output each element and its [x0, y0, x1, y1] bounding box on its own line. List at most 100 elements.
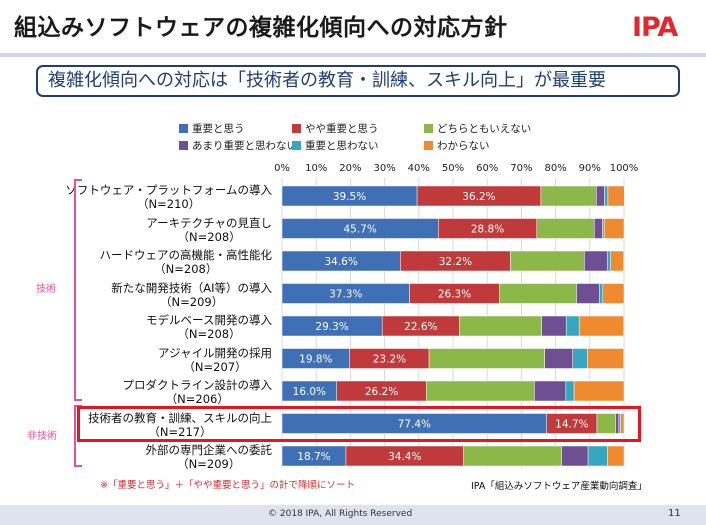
page-number: 11 [668, 508, 681, 519]
bar-segment [281, 380, 337, 402]
bar-segment [603, 218, 625, 239]
copyright: © 2018 IPA, All Rights Reserved [268, 509, 413, 519]
x-tick-label: 70% [510, 163, 532, 174]
data-label: 18.7% [297, 451, 330, 463]
category-label: 新たな開発技術（AI等）の導入 （N=209） [111, 281, 272, 309]
data-label: 26.2% [365, 386, 398, 398]
x-tick-label: 50% [442, 163, 464, 174]
category-n: （N=208） [177, 229, 241, 244]
legend-swatch [424, 141, 433, 150]
category-name: アーキテクチャの見直し [146, 215, 272, 230]
category-label: モデルベース開発の導入 （N=208） [146, 313, 272, 341]
bar-segment [599, 283, 604, 304]
legend-swatch [424, 124, 433, 133]
title-rule [0, 53, 706, 57]
bar-segment [281, 185, 418, 207]
data-label: 19.8% [299, 354, 332, 366]
bar-segment [349, 348, 430, 369]
bar-segment [593, 218, 603, 239]
bar-segment [606, 250, 611, 272]
x-tick-label: 0% [274, 163, 290, 174]
sort-note: ※「重要と思う」＋「やや重要と思う」の計で降順にソート [100, 480, 355, 491]
bar-segment [536, 218, 595, 239]
category-n: （N=208） [177, 327, 241, 341]
category-name: ハードウェアの高機能・高性能化 [99, 248, 273, 262]
data-label: 22.6% [404, 321, 437, 333]
bar-segment [573, 380, 625, 402]
legend-label: あまり重要と思わない [192, 140, 297, 152]
bar-segment [428, 348, 545, 369]
bar-segment [281, 348, 350, 369]
bar-segment [499, 283, 577, 304]
bar-segment [607, 445, 625, 467]
data-label: 37.3% [329, 289, 362, 301]
ipa-logo: IPA [632, 12, 678, 43]
x-tick-label: 40% [408, 163, 430, 174]
bar-segment [541, 315, 567, 337]
bar-segment [534, 380, 567, 402]
bar-segment [459, 315, 542, 337]
bar-segment [426, 380, 535, 402]
category-name: アジャイル開発の採用 [158, 345, 272, 360]
data-label: 34.6% [324, 256, 357, 268]
category-label: ソフトウェア・プラットフォームの導入 （N=210） [65, 183, 272, 211]
bar-segment [544, 348, 573, 369]
legend-item: わからない [424, 138, 490, 153]
bar-segment [281, 250, 401, 272]
bar-segment [416, 185, 542, 207]
category-label: プロダクトライン設計の導入 （N=206） [123, 378, 273, 406]
data-label: 32.2% [439, 256, 472, 268]
bar-segment [381, 315, 460, 337]
bar-segment [281, 315, 383, 337]
bar-segment [565, 380, 575, 402]
bar-segment [281, 445, 347, 467]
bar-segment [607, 185, 625, 207]
footer-bar [0, 505, 706, 525]
bar-segment [336, 380, 427, 402]
bar-segment [602, 283, 625, 304]
legend-label: 重要と思わない [305, 140, 379, 152]
category-n: （N=209） [160, 294, 224, 309]
legend-item: あまり重要と思わない [179, 138, 297, 153]
bar-segment [281, 218, 439, 239]
x-tick-label: 30% [373, 163, 395, 174]
group-label-nontech: 非技術 [27, 431, 57, 442]
data-label: 16.0% [293, 386, 326, 398]
bar-segment [463, 445, 563, 467]
data-label: 36.2% [462, 191, 495, 203]
legend-swatch [179, 124, 188, 133]
legend-swatch [179, 141, 188, 150]
bar-segment [565, 315, 580, 337]
category-label: 外部の専門企業への委託 （N=209） [146, 443, 273, 471]
bar-segment [281, 283, 410, 304]
data-label: 39.5% [333, 191, 366, 203]
legend-label: 重要と思う [192, 123, 245, 135]
legend-item: 重要と思わない [292, 138, 379, 153]
bar-segment [576, 283, 600, 304]
category-name: 新たな開発技術（AI等）の導入 [111, 280, 272, 295]
data-label: 34.4% [388, 451, 421, 463]
category-n: （N=209） [177, 457, 241, 471]
category-n: （N=217） [148, 424, 212, 439]
group-label-tech: 技術 [36, 284, 56, 295]
legend-swatch [292, 141, 301, 150]
bar-segment [610, 250, 624, 272]
category-n: （N=207） [183, 359, 247, 374]
bar-segment [400, 250, 511, 272]
category-label: アーキテクチャの見直し （N=208） [146, 216, 272, 244]
x-tick-label: 90% [579, 163, 601, 174]
data-label: 23.2% [373, 354, 406, 366]
category-label: 技術者の教育・訓練、スキルの向上 （N=217） [88, 411, 272, 439]
bar-segment [587, 348, 624, 369]
category-n: （N=206） [165, 392, 229, 406]
bar-segment [596, 185, 605, 207]
category-label: ハードウェアの高機能・高性能化 （N=208） [100, 248, 273, 276]
legend-label: わからない [437, 140, 490, 152]
data-label: 26.3% [438, 289, 471, 301]
legend-item: どちらともいえない [424, 121, 531, 136]
bar-segment [604, 185, 609, 207]
bar-segment [578, 315, 624, 337]
bar-segment [540, 185, 597, 207]
legend-swatch [292, 124, 301, 133]
legend-item: 重要と思う [179, 121, 245, 136]
